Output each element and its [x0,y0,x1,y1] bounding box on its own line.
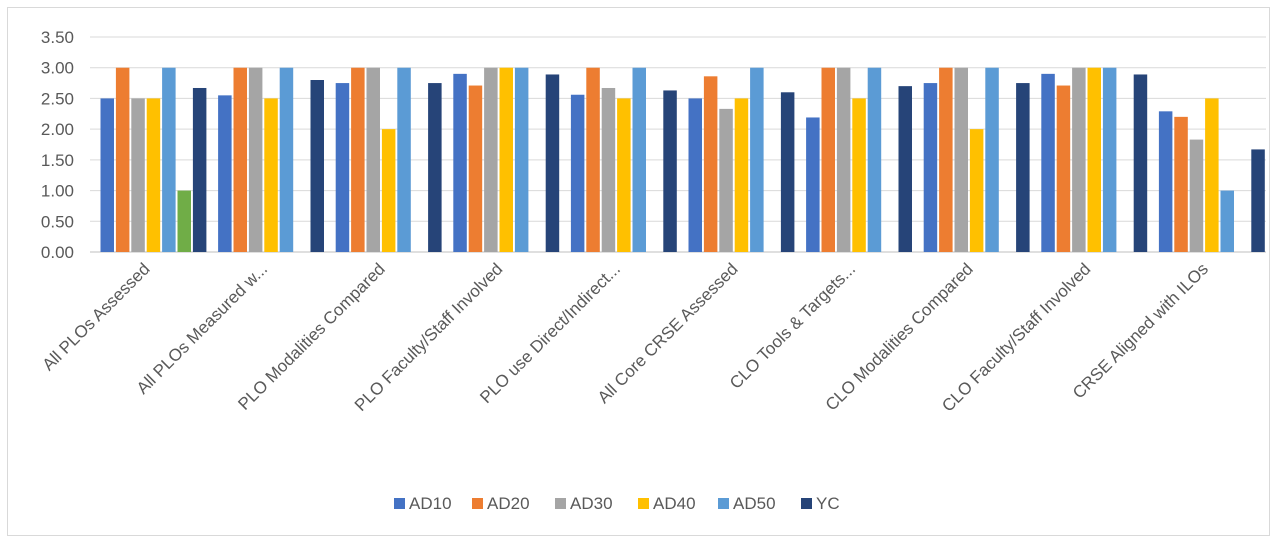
legend-swatch [394,498,405,509]
bar-ad10 [453,73,467,252]
bar-ad30 [719,108,733,252]
bar-ad10 [923,83,938,252]
bar-ad30 [1189,139,1204,252]
bar-ad30 [1072,67,1086,252]
legend-swatch [718,498,729,509]
legend-swatch [801,498,812,509]
bar-ad40 [1205,98,1219,252]
y-tick-label: 0.00 [41,243,74,262]
bar-ad10 [570,94,585,252]
chart-frame: 0.00 0.50 1.00 1.50 2.00 2.50 3.00 3.50 All PLO… [7,7,1270,536]
bar-unlabeled [177,190,191,252]
y-tick-label: 3.00 [41,59,74,78]
bar-ad10 [218,95,232,252]
bar-yc [310,80,324,252]
x-category-label: All Core CRSE Assessed [594,259,742,407]
bar-ad30 [131,98,145,252]
legend-label: AD40 [653,494,696,513]
bar-ad50 [279,67,294,252]
y-tick-label: 2.50 [41,89,74,108]
bar-ad50 [397,67,411,252]
bar-yc [663,90,677,252]
bar-ad50 [514,67,529,252]
bar-chart: 0.00 0.50 1.00 1.50 2.00 2.50 3.00 3.50 All PLO… [39,28,1266,513]
bar-ad40 [146,98,161,252]
bar-ad50 [1220,190,1234,252]
y-tick-label: 1.00 [41,182,74,201]
bar-ad10 [806,117,820,252]
y-axis-ticks: 0.00 0.50 1.00 1.50 2.00 2.50 3.00 3.50 [41,28,74,262]
bar-ad30 [484,67,498,252]
bars [100,67,1265,253]
y-tick-label: 0.50 [41,212,74,231]
bar-ad20 [233,67,247,252]
bar-ad30 [601,87,616,252]
bar-ad40 [1087,67,1101,252]
bar-yc [1016,83,1030,252]
bar-ad20 [703,76,718,252]
bar-ad30 [954,67,968,252]
legend-label: AD30 [570,494,613,513]
bar-ad40 [617,98,631,252]
x-category-label: All PLOs Measured w... [133,259,271,397]
bar-yc [898,86,912,253]
bar-ad30 [366,67,380,252]
bar-ad20 [115,67,130,252]
y-tick-label: 2.00 [41,120,74,139]
legend-label: AD10 [409,494,452,513]
bar-ad40 [381,129,396,252]
bar-ad40 [499,67,513,252]
bar-ad10 [335,83,350,252]
bar-ad50 [750,67,764,252]
bar-ad50 [867,67,882,252]
bar-ad20 [468,85,483,253]
legend-swatch [472,498,483,509]
bar-ad50 [162,67,176,252]
bar-ad20 [1174,116,1188,252]
bar-ad40 [734,98,749,252]
x-category-label: All PLOs Assessed [39,259,154,374]
bar-ad20 [351,67,365,252]
legend: AD10 AD20 AD30 AD40 AD50 YC [394,494,840,513]
bar-ad20 [1056,85,1071,253]
bar-yc [780,92,795,253]
bar-ad40 [852,98,866,252]
bar-yc [545,74,560,252]
bar-ad50 [1102,67,1117,252]
bar-ad20 [939,67,953,252]
bar-ad50 [632,67,646,252]
bar-ad30 [248,67,263,252]
y-tick-label: 3.50 [41,28,74,47]
bar-ad10 [1158,111,1173,252]
x-category-label: CRSE Aligned with ILOs [1069,259,1212,402]
bar-yc [428,83,442,252]
bar-ad50 [985,67,999,252]
bar-ad20 [821,67,835,252]
bar-ad10 [100,98,114,252]
bar-yc [192,87,207,252]
x-category-label: CLO Tools & Targets... [726,259,859,392]
legend-swatch [638,498,649,509]
legend-label: YC [816,494,840,513]
y-tick-label: 1.50 [41,151,74,170]
legend-label: AD50 [733,494,776,513]
bar-yc [1133,74,1148,252]
bar-ad40 [264,98,278,252]
bar-ad10 [1041,73,1055,252]
bar-ad10 [688,98,702,252]
bar-ad30 [836,67,851,252]
bar-ad40 [969,129,984,252]
legend-swatch [555,498,566,509]
bar-ad20 [586,67,600,252]
legend-label: AD20 [487,494,530,513]
bar-yc [1251,149,1265,252]
